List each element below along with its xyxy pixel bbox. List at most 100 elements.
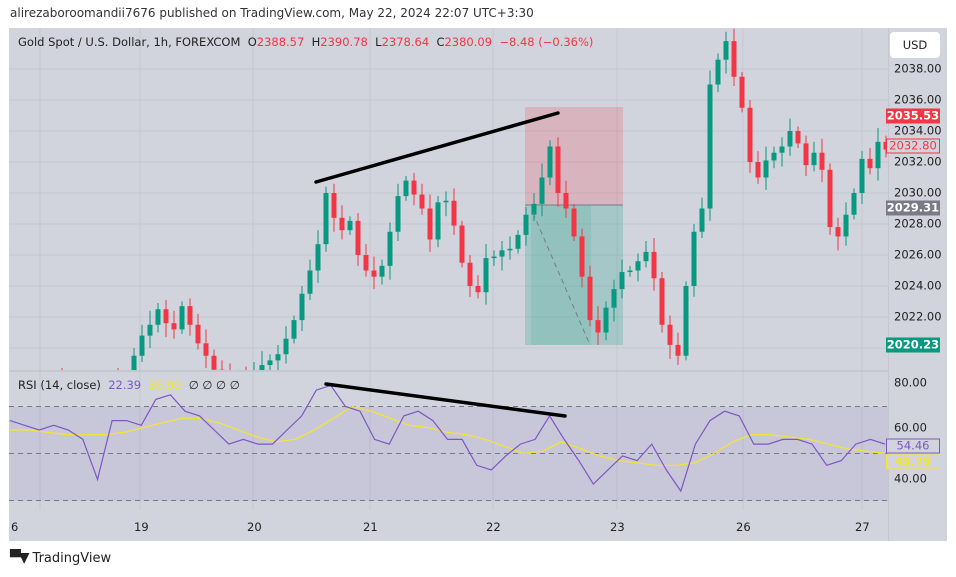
candle-up	[507, 248, 513, 251]
time-tick: 20	[247, 520, 262, 534]
change-value: −8.48 (−0.36%)	[499, 35, 594, 49]
candle-down	[587, 276, 593, 321]
candle-up	[139, 335, 145, 356]
candle-down	[563, 193, 569, 209]
time-tick: 22	[486, 520, 501, 534]
rsi-extra-values: ∅ ∅ ∅ ∅	[188, 378, 240, 392]
candle-up	[627, 270, 633, 273]
candle-down	[579, 236, 585, 277]
time-tick: 6	[11, 520, 19, 534]
candle-up	[252, 373, 257, 379]
rsi-trendline[interactable]	[324, 382, 567, 418]
candle-down	[475, 286, 481, 293]
time-tick: 26	[736, 520, 751, 534]
candle-up	[603, 307, 609, 333]
candle-up	[779, 146, 785, 153]
candle-up	[811, 152, 817, 166]
candle-down	[883, 141, 888, 150]
candle-up	[275, 354, 281, 361]
candle-up	[699, 208, 705, 232]
candle-up	[539, 177, 545, 204]
high-label: H	[311, 35, 321, 49]
candle-down	[803, 143, 809, 166]
low-value: 2378.64	[381, 35, 430, 49]
candle-down	[595, 320, 601, 333]
price-trendline[interactable]	[314, 111, 560, 184]
take-profit-price-badge: 2020.23	[886, 337, 940, 353]
low-label: L	[375, 35, 382, 49]
candle-up	[851, 193, 857, 215]
rsi-tick: 60.00	[894, 420, 927, 435]
rsi-tick: 80.00	[894, 375, 927, 390]
candle-down	[571, 208, 577, 237]
candle-up	[683, 286, 689, 356]
rsi-bands	[9, 406, 888, 501]
price-tick: 2038.00	[894, 61, 942, 76]
candle-up	[267, 360, 273, 366]
rsi-ma-badge: 49.79	[886, 454, 940, 470]
candle-up	[403, 180, 409, 197]
footer-brand[interactable]: ▀▼ TradingView	[10, 550, 111, 566]
candle-down	[747, 107, 753, 162]
price-tick: 2030.00	[894, 185, 942, 200]
candle-up	[259, 365, 265, 370]
candle-up	[611, 289, 617, 308]
currency-button[interactable]: USD	[890, 32, 940, 58]
rsi-value-badge: 54.46	[886, 438, 940, 454]
candle-up	[691, 231, 697, 286]
candle-down	[835, 227, 841, 237]
candle-up	[875, 141, 881, 169]
candle-down	[363, 255, 369, 271]
price-tick: 2024.00	[894, 278, 942, 293]
price-tick: 2026.00	[894, 247, 942, 262]
open-label: O	[247, 35, 257, 49]
candle-down	[187, 306, 193, 325]
candle-up	[387, 231, 393, 266]
time-tick: 21	[363, 520, 378, 534]
candle-up	[707, 84, 713, 209]
candle-down	[731, 41, 737, 77]
candle-down	[427, 208, 433, 240]
candle-up	[435, 202, 441, 240]
footer-brand-name: TradingView	[32, 550, 112, 566]
candle-down	[171, 323, 177, 330]
candle-up	[499, 250, 505, 257]
candle-up	[547, 146, 553, 178]
candle-up	[347, 220, 353, 231]
candle-down	[411, 180, 417, 195]
candle-up	[763, 160, 769, 178]
candle-up	[147, 324, 153, 336]
candle-up	[283, 338, 289, 355]
candle-down	[651, 251, 657, 279]
rsi-value: 22.39	[108, 378, 142, 392]
price-tick: 2032.00	[894, 154, 942, 169]
candle-up	[299, 293, 305, 321]
candle-up	[523, 214, 529, 235]
candle-up	[443, 200, 449, 203]
candle-up	[723, 41, 729, 60]
candle-down	[827, 169, 833, 228]
candle-down	[244, 374, 249, 379]
price-tick: 2022.00	[894, 309, 942, 324]
price-tick: 2034.00	[894, 123, 942, 138]
candle-down	[203, 343, 209, 356]
candle-up	[635, 261, 641, 271]
stop-loss-price-badge: 2035.53	[886, 108, 940, 124]
candle-down	[451, 200, 457, 226]
candle-up	[531, 203, 537, 215]
candle-up	[379, 265, 385, 277]
candle-up	[155, 309, 161, 325]
candle-down	[819, 152, 825, 170]
time-tick: 23	[610, 520, 625, 534]
position-path-line	[532, 212, 591, 346]
time-tick: 19	[134, 520, 149, 534]
candle-down	[339, 217, 345, 231]
symbol-legend: Gold Spot / U.S. Dollar, 1h, FOREXCOM O2…	[18, 35, 593, 49]
candle-down	[371, 270, 377, 277]
candle-up	[619, 272, 625, 290]
candle-up	[515, 234, 521, 249]
candle-up	[323, 193, 329, 245]
candle-down	[755, 162, 761, 178]
candle-up	[491, 256, 497, 259]
